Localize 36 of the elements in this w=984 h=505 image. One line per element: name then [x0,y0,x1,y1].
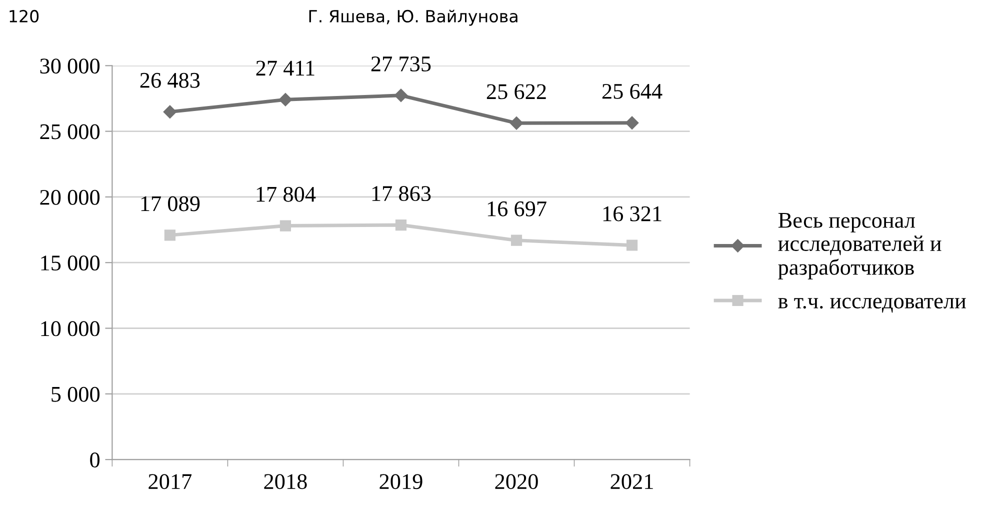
point [510,234,522,246]
y-tick-label: 10 000 [41,321,100,336]
data-label: 16 321 [603,206,662,222]
y-tick-label: 15 000 [41,256,100,271]
data-label: 17 804 [256,186,316,202]
data-label: 17 863 [372,186,431,202]
x-tick-label: 2017 [148,474,192,490]
legend-label: в т.ч. исследователи [778,298,966,313]
data-label: 26 483 [140,72,200,88]
text: Г. Яшева, Ю. Вайлунова [309,10,518,26]
point [625,116,639,130]
point [164,230,176,241]
data-label: 25 622 [486,84,546,100]
point [394,88,408,102]
x-tick-label: 2018 [264,474,307,490]
point [395,219,407,231]
y-tick-label: 25 000 [40,124,100,140]
y-tick-label: 5 000 [52,386,100,402]
x-tick-label: 2020 [495,474,538,490]
point [626,240,638,251]
text: 120 [10,10,39,23]
y-tick-label: 0 [90,452,100,468]
data-label: 27 735 [371,56,431,72]
data-label: 16 697 [488,201,546,216]
point [510,116,524,130]
legend-label: Весь персонал исследователей и разработчиков [778,213,942,280]
y-tick-label: 20 000 [40,190,100,205]
x-tick-label: 2019 [380,474,422,490]
y-tick-label: 30 000 [40,58,100,74]
data-label: 17 089 [141,196,200,212]
point [163,105,177,118]
point [278,93,292,106]
point [280,220,292,232]
data-label: 25 644 [602,84,662,99]
x-tick-label: 2021 [610,474,653,490]
data-label: 27 411 [256,60,314,76]
